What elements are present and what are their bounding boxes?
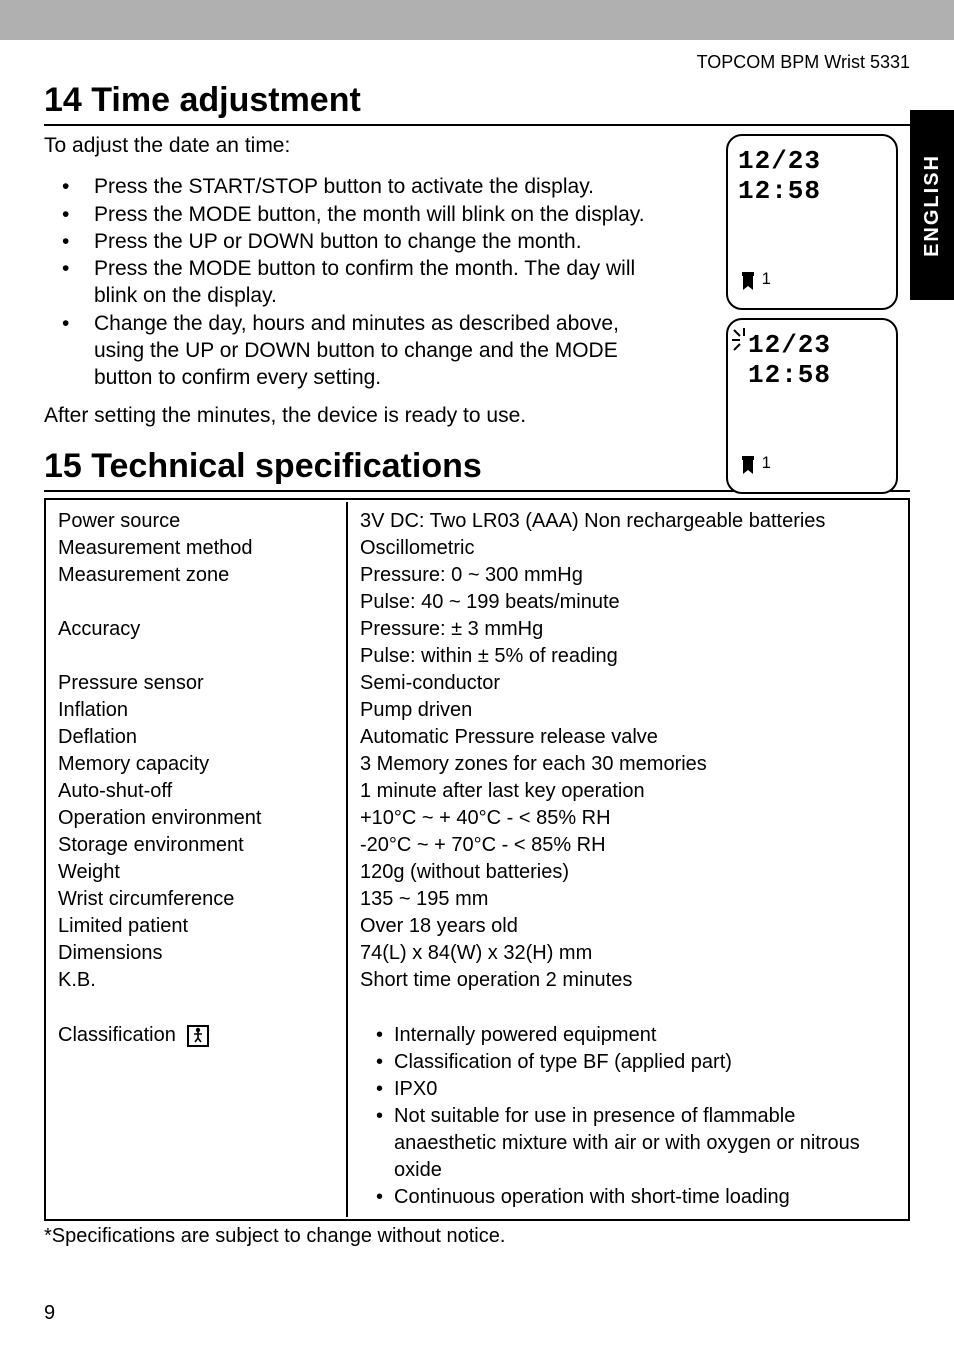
classification-item: Continuous operation with short-time loa… (376, 1184, 896, 1211)
specs-values-col: 3V DC: Two LR03 (AAA) Non rechargeable b… (350, 502, 906, 1217)
display-date: 12/23 (738, 146, 886, 176)
spec-label: Weight (58, 859, 336, 886)
step-item: Press the MODE button, the month will bl… (44, 201, 664, 228)
spec-value: Short time operation 2 minutes (360, 967, 896, 994)
step-item: Press the UP or DOWN button to change th… (44, 228, 664, 255)
spec-label: Power source (58, 508, 336, 535)
spec-label (58, 589, 336, 616)
classification-list: Internally powered equipment Classificat… (360, 1022, 896, 1211)
display-date: 12/23 (738, 330, 886, 360)
spec-value: -20°C ~ + 70°C - < 85% RH (360, 832, 896, 859)
device-display-1: 12/23 12:58 1 (726, 134, 898, 310)
spec-value: 74(L) x 84(W) x 32(H) mm (360, 940, 896, 967)
step-item: Press the MODE button to confirm the mon… (44, 255, 664, 310)
memory-number: 1 (762, 269, 771, 288)
spec-value: Oscillometric (360, 535, 896, 562)
display-time: 12:58 (738, 360, 886, 390)
step-item: Change the day, hours and minutes as des… (44, 310, 664, 392)
spec-label (58, 643, 336, 670)
page-number: 9 (44, 1302, 55, 1325)
classification-item: Not suitable for use in presence of flam… (376, 1103, 896, 1184)
section-14-body: To adjust the date an time: Press the ST… (44, 132, 664, 429)
spec-value: 3V DC: Two LR03 (AAA) Non rechargeable b… (360, 508, 896, 535)
blink-marks-icon (730, 326, 760, 356)
spec-label: Measurement method (58, 535, 336, 562)
specs-table: Power source Measurement method Measurem… (44, 498, 910, 1221)
classification-label: Classification (58, 1022, 336, 1049)
spec-value: 120g (without batteries) (360, 859, 896, 886)
time-adjust-steps: Press the START/STOP button to activate … (44, 173, 664, 391)
spec-label: Inflation (58, 697, 336, 724)
spec-label: Limited patient (58, 913, 336, 940)
spec-value: Automatic Pressure release valve (360, 724, 896, 751)
classification-item: IPX0 (376, 1076, 896, 1103)
spec-value: +10°C ~ + 40°C - < 85% RH (360, 805, 896, 832)
spec-label: Wrist circumference (58, 886, 336, 913)
spec-value: 1 minute after last key operation (360, 778, 896, 805)
memory-number: 1 (762, 453, 771, 472)
spec-value: 135 ~ 195 mm (360, 886, 896, 913)
spec-value: Pulse: 40 ~ 199 beats/minute (360, 589, 896, 616)
display-time: 12:58 (738, 176, 886, 206)
person-icon (187, 1025, 209, 1047)
spec-label: Operation environment (58, 805, 336, 832)
spec-value: Pressure: 0 ~ 300 mmHg (360, 562, 896, 589)
section-14-heading: 14 Time adjustment (44, 81, 910, 120)
page-content: TOPCOM BPM Wrist 5331 14 Time adjustment… (0, 40, 954, 1248)
time-adjust-after: After setting the minutes, the device is… (44, 402, 664, 429)
specs-labels-col: Power source Measurement method Measurem… (48, 502, 348, 1217)
spec-label: K.B. (58, 967, 336, 994)
spec-value: Pump driven (360, 697, 896, 724)
spec-label: Pressure sensor (58, 670, 336, 697)
spec-value: Semi-conductor (360, 670, 896, 697)
device-display-2: 12/23 12:58 1 (726, 318, 898, 494)
classification-item: Internally powered equipment (376, 1022, 896, 1049)
memory-icon: 1 (740, 269, 771, 298)
product-header: TOPCOM BPM Wrist 5331 (44, 52, 910, 73)
top-grey-bar (0, 0, 954, 40)
spec-label: Measurement zone (58, 562, 336, 589)
section-14-block: 14 Time adjustment (44, 81, 910, 126)
specs-footnote: *Specifications are subject to change wi… (44, 1225, 910, 1248)
spec-label: Deflation (58, 724, 336, 751)
step-item: Press the START/STOP button to activate … (44, 173, 664, 200)
spec-value: 3 Memory zones for each 30 memories (360, 751, 896, 778)
spec-label: Accuracy (58, 616, 336, 643)
spec-label: Auto-shut-off (58, 778, 336, 805)
spec-value: Over 18 years old (360, 913, 896, 940)
spec-value: Pressure: ± 3 mmHg (360, 616, 896, 643)
spec-label: Dimensions (58, 940, 336, 967)
time-adjust-intro: To adjust the date an time: (44, 132, 664, 159)
language-label: ENGLISH (921, 154, 944, 257)
classification-item: Classification of type BF (applied part) (376, 1049, 896, 1076)
spec-label: Storage environment (58, 832, 336, 859)
memory-icon: 1 (740, 453, 771, 482)
spec-value: Pulse: within ± 5% of reading (360, 643, 896, 670)
language-tab: ENGLISH (910, 110, 954, 300)
spec-label: Memory capacity (58, 751, 336, 778)
